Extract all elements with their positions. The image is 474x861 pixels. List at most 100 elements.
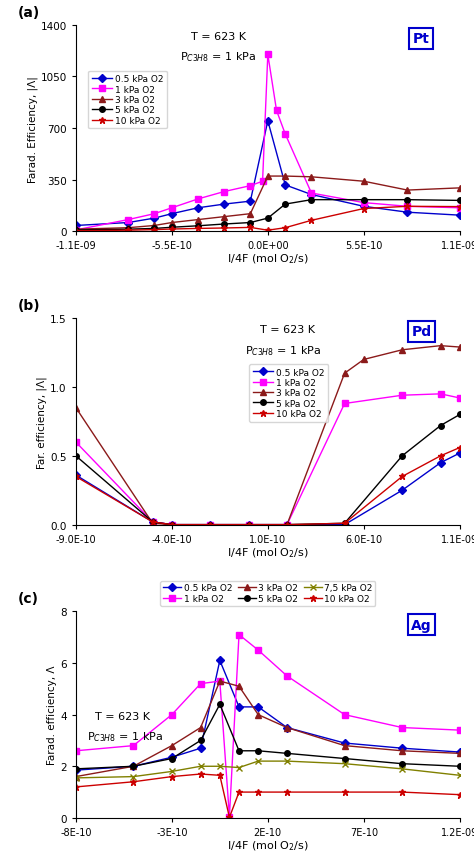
Text: T = 623 K: T = 623 K [191, 32, 246, 42]
10 kPa O2 [342, 518, 347, 529]
1 kPa O2 [284, 520, 290, 530]
3 kPa O2 [283, 171, 288, 182]
0.5 kPa O2 [438, 458, 443, 468]
7,5 kPa O2 [236, 763, 242, 773]
3 kPa O2 [150, 518, 155, 529]
0.5 kPa O2 [150, 517, 155, 528]
0.5 kPa O2 [342, 738, 347, 748]
10 kPa O2 [457, 202, 463, 213]
1 kPa O2 [195, 195, 201, 205]
10 kPa O2 [247, 223, 253, 233]
3 kPa O2 [342, 369, 347, 379]
Text: T = 623 K: T = 623 K [95, 710, 150, 721]
3 kPa O2 [361, 355, 367, 365]
1 kPa O2 [169, 203, 174, 214]
5 kPa O2 [342, 518, 347, 529]
1 kPa O2 [73, 226, 79, 236]
1 kPa O2 [227, 812, 232, 822]
Text: (a): (a) [18, 6, 40, 20]
Line: 5 kPa O2: 5 kPa O2 [73, 412, 463, 528]
5 kPa O2 [125, 225, 131, 235]
5 kPa O2 [195, 221, 201, 232]
Line: 10 kPa O2: 10 kPa O2 [73, 771, 463, 821]
3 kPa O2 [457, 343, 463, 353]
5 kPa O2 [150, 517, 155, 528]
10 kPa O2 [207, 520, 213, 530]
Text: Pd: Pd [411, 325, 431, 339]
10 kPa O2 [169, 520, 174, 530]
1 kPa O2 [217, 676, 223, 686]
1 kPa O2 [283, 130, 288, 140]
Y-axis label: Farad. efficiency, Λ: Farad. efficiency, Λ [47, 665, 57, 765]
3 kPa O2 [221, 212, 227, 222]
10 kPa O2 [73, 472, 79, 482]
5 kPa O2 [399, 759, 405, 769]
7,5 kPa O2 [255, 756, 261, 766]
7,5 kPa O2 [217, 761, 223, 771]
3 kPa O2 [195, 215, 201, 226]
1 kPa O2 [342, 399, 347, 409]
Line: 3 kPa O2: 3 kPa O2 [73, 174, 463, 232]
1 kPa O2 [265, 50, 271, 60]
3 kPa O2 [73, 771, 79, 782]
3 kPa O2 [246, 520, 251, 530]
10 kPa O2 [265, 226, 271, 236]
Line: 5 kPa O2: 5 kPa O2 [73, 198, 463, 233]
1 kPa O2 [342, 709, 347, 720]
10 kPa O2 [236, 787, 242, 797]
3 kPa O2 [457, 183, 463, 194]
3 kPa O2 [169, 218, 174, 228]
10 kPa O2 [125, 226, 131, 236]
10 kPa O2 [150, 517, 155, 528]
Line: 0.5 kPa O2: 0.5 kPa O2 [73, 451, 463, 528]
Y-axis label: Farad. Efficiency, |Λ|: Farad. Efficiency, |Λ| [27, 76, 38, 183]
1 kPa O2 [221, 187, 227, 197]
3 kPa O2 [342, 740, 347, 751]
1 kPa O2 [169, 520, 174, 530]
Text: T = 623 K: T = 623 K [260, 325, 315, 335]
5 kPa O2 [265, 214, 271, 224]
0.5 kPa O2 [405, 208, 410, 218]
10 kPa O2 [130, 777, 136, 787]
Legend: 0.5 kPa O2, 1 kPa O2, 3 kPa O2, 5 kPa O2, 7,5 kPa O2, 10 kPa O2: 0.5 kPa O2, 1 kPa O2, 3 kPa O2, 5 kPa O2… [160, 581, 375, 606]
10 kPa O2 [73, 782, 79, 792]
3 kPa O2 [198, 722, 203, 733]
1 kPa O2 [73, 437, 79, 448]
5 kPa O2 [246, 520, 251, 530]
3 kPa O2 [217, 676, 223, 686]
3 kPa O2 [284, 722, 290, 733]
10 kPa O2 [309, 216, 314, 226]
10 kPa O2 [399, 472, 405, 482]
5 kPa O2 [342, 753, 347, 764]
1 kPa O2 [457, 393, 463, 404]
5 kPa O2 [399, 451, 405, 461]
10 kPa O2 [227, 812, 232, 822]
3 kPa O2 [169, 740, 174, 751]
5 kPa O2 [73, 226, 79, 236]
5 kPa O2 [73, 451, 79, 461]
10 kPa O2 [457, 790, 463, 800]
Text: P$_{C3H8}$ = 1 kPa: P$_{C3H8}$ = 1 kPa [245, 344, 321, 357]
10 kPa O2 [284, 787, 290, 797]
0.5 kPa O2 [130, 761, 136, 771]
7,5 kPa O2 [73, 773, 79, 784]
0.5 kPa O2 [169, 520, 174, 530]
Line: 3 kPa O2: 3 kPa O2 [73, 344, 463, 528]
10 kPa O2 [221, 224, 227, 234]
5 kPa O2 [169, 223, 174, 233]
7,5 kPa O2 [342, 759, 347, 769]
5 kPa O2 [169, 753, 174, 764]
10 kPa O2 [438, 451, 443, 461]
3 kPa O2 [73, 225, 79, 235]
5 kPa O2 [236, 746, 242, 756]
5 kPa O2 [405, 195, 410, 206]
1 kPa O2 [73, 746, 79, 756]
1 kPa O2 [169, 709, 174, 720]
7,5 kPa O2 [198, 761, 203, 771]
X-axis label: I/4F (mol O$_2$/s): I/4F (mol O$_2$/s) [227, 839, 309, 852]
1 kPa O2 [284, 671, 290, 681]
10 kPa O2 [217, 771, 223, 781]
3 kPa O2 [309, 172, 314, 183]
0.5 kPa O2 [361, 201, 366, 212]
0.5 kPa O2 [309, 190, 314, 201]
